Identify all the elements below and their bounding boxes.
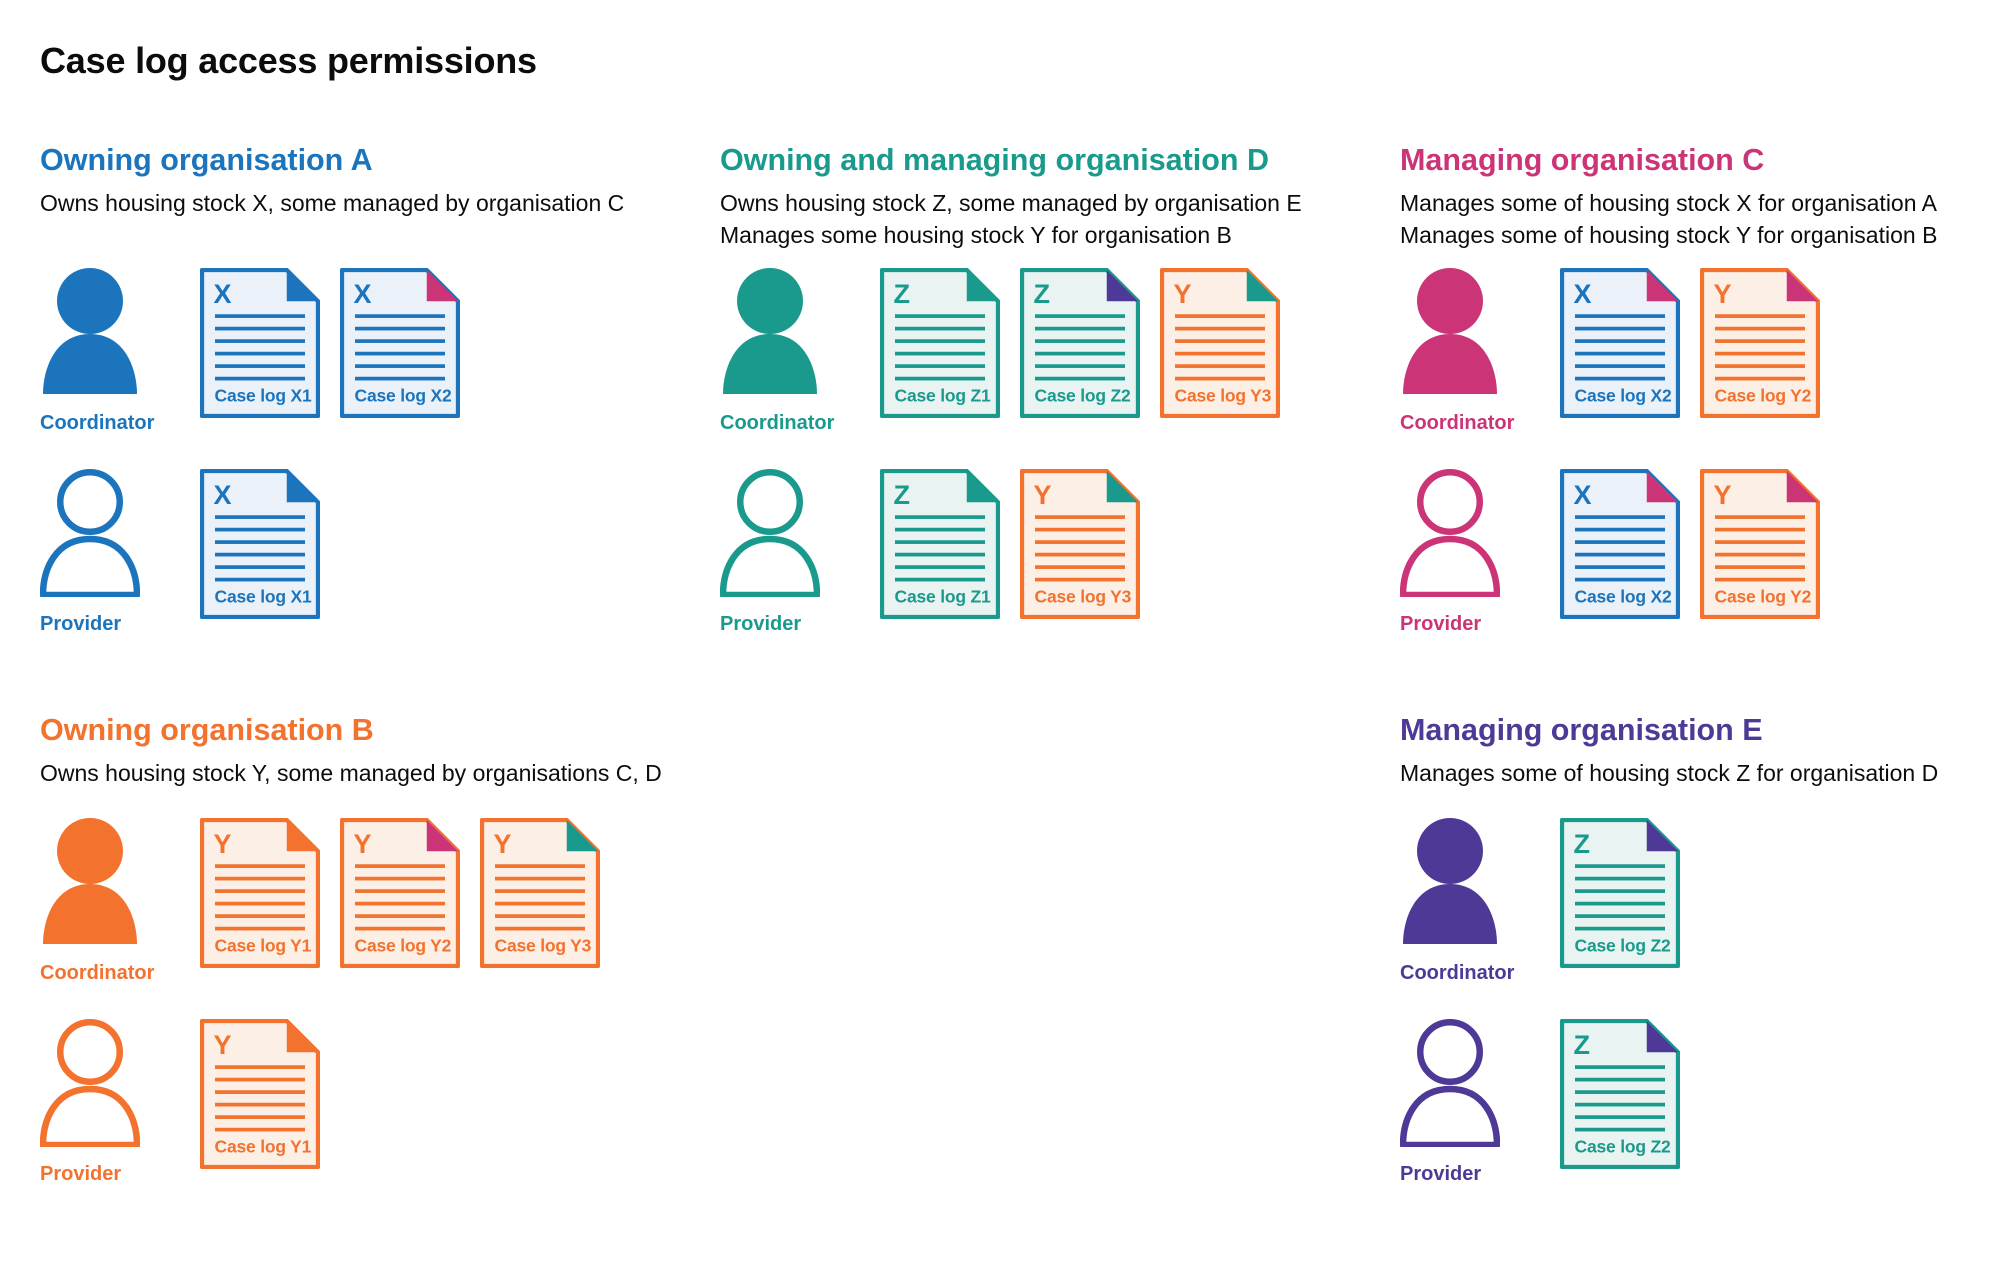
svg-text:Case log Y1: Case log Y1 [215,936,312,956]
svg-text:Case log X1: Case log X1 [215,587,312,607]
svg-text:Case log Y2: Case log Y2 [1715,386,1812,406]
svg-text:Y: Y [354,829,372,859]
svg-text:X: X [354,279,372,309]
svg-text:Y: Y [1714,279,1732,309]
svg-text:Z: Z [1574,829,1591,859]
svg-text:Z: Z [894,480,911,510]
svg-text:X: X [1574,279,1592,309]
svg-text:Y: Y [214,1030,232,1060]
svg-text:Y: Y [214,829,232,859]
svg-text:Case log Z2: Case log Z2 [1035,386,1131,406]
svg-text:Case log Y1: Case log Y1 [215,1137,312,1157]
svg-text:Case log Z1: Case log Z1 [895,386,991,406]
svg-text:Case log X1: Case log X1 [215,386,312,406]
svg-text:Case log X2: Case log X2 [355,386,452,406]
svg-text:X: X [214,279,232,309]
svg-text:Case log Y3: Case log Y3 [1035,587,1132,607]
svg-text:Z: Z [1574,1030,1591,1060]
svg-text:Case log Y3: Case log Y3 [495,936,592,956]
svg-text:Case log Y2: Case log Y2 [355,936,452,956]
svg-text:Y: Y [1034,480,1052,510]
svg-text:Case log Z1: Case log Z1 [895,587,991,607]
svg-text:Z: Z [1034,279,1051,309]
svg-text:X: X [1574,480,1592,510]
svg-text:Case log X2: Case log X2 [1575,587,1672,607]
svg-text:Case log Z2: Case log Z2 [1575,1137,1671,1157]
svg-text:Y: Y [1714,480,1732,510]
svg-text:X: X [214,480,232,510]
svg-text:Y: Y [1174,279,1192,309]
svg-text:Y: Y [494,829,512,859]
svg-text:Case log Y2: Case log Y2 [1715,587,1812,607]
svg-text:Case log Y3: Case log Y3 [1175,386,1272,406]
svg-text:Z: Z [894,279,911,309]
svg-text:Case log Z2: Case log Z2 [1575,936,1671,956]
svg-text:Case log X2: Case log X2 [1575,386,1672,406]
